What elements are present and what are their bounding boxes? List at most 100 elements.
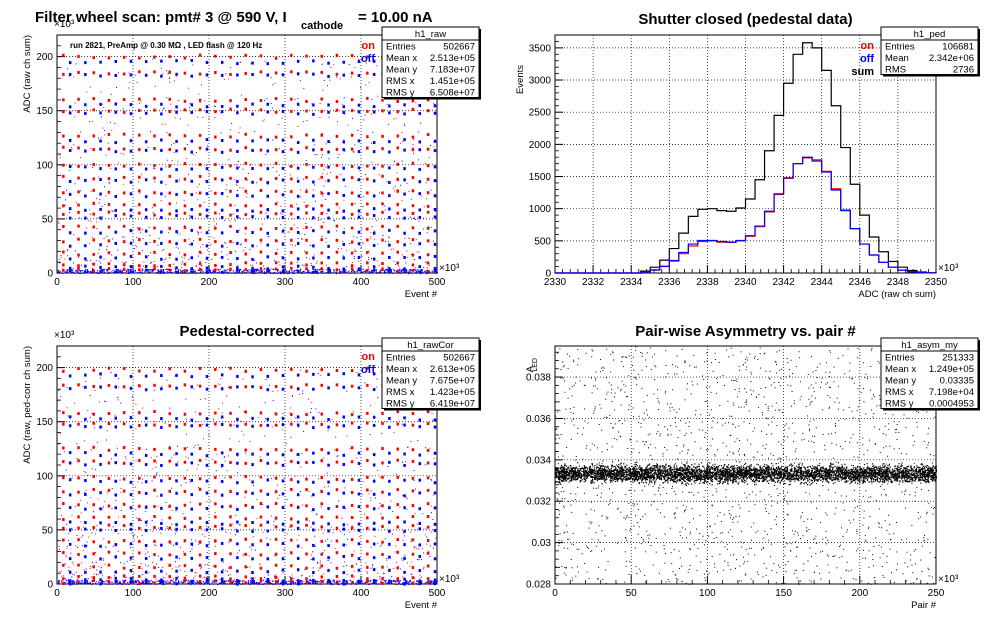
rawCor-series-mark bbox=[107, 488, 111, 492]
raw-point bbox=[368, 256, 370, 258]
rawCor-series-mark bbox=[84, 385, 87, 389]
rawCor-series-mark bbox=[305, 504, 308, 508]
raw-point bbox=[326, 264, 328, 266]
raw-point bbox=[280, 212, 282, 214]
rawCor-point bbox=[85, 490, 87, 492]
rawCor-point bbox=[292, 580, 294, 582]
rawCor-point bbox=[71, 527, 73, 529]
rawCor-point bbox=[432, 494, 434, 496]
rawCor-point bbox=[197, 487, 199, 489]
raw-xtick-label: 500 bbox=[429, 277, 446, 288]
rawCor-point bbox=[203, 583, 205, 585]
rawCor-point bbox=[119, 562, 121, 564]
rawCor-point bbox=[242, 555, 244, 557]
rawCor-point bbox=[401, 423, 403, 425]
raw-point bbox=[61, 272, 63, 274]
raw-series-mark bbox=[433, 149, 437, 153]
raw-point bbox=[249, 271, 251, 273]
raw-series-mark bbox=[259, 135, 263, 139]
raw-series-mark bbox=[62, 53, 65, 57]
raw-series-mark bbox=[418, 112, 422, 116]
raw-series-mark bbox=[220, 231, 224, 235]
rawCor-point bbox=[233, 583, 235, 585]
raw-series-mark bbox=[372, 72, 376, 76]
asym-point bbox=[726, 349, 728, 351]
rawCor-series-mark bbox=[396, 515, 399, 519]
raw-series-mark bbox=[229, 224, 232, 228]
raw-point bbox=[89, 243, 91, 245]
raw-series-mark bbox=[153, 97, 156, 101]
rawCor-series-mark bbox=[175, 506, 178, 510]
raw-point bbox=[344, 272, 346, 274]
rawCor-point bbox=[87, 502, 89, 504]
raw-series-mark bbox=[205, 138, 209, 142]
rawCor-series-mark bbox=[342, 543, 346, 547]
raw-series-mark bbox=[198, 191, 202, 195]
rawCor-series-mark bbox=[403, 452, 406, 456]
raw-point bbox=[425, 270, 428, 272]
raw-series-mark bbox=[205, 192, 209, 196]
raw-series-mark bbox=[342, 216, 346, 220]
rawCor-point bbox=[268, 384, 270, 386]
raw-series-mark bbox=[122, 175, 126, 179]
raw-point bbox=[268, 270, 270, 272]
raw-series-mark bbox=[296, 215, 300, 219]
asym-point bbox=[779, 409, 781, 411]
raw-series-mark bbox=[236, 241, 239, 245]
raw-series-mark bbox=[312, 148, 315, 152]
rawCor-point bbox=[133, 581, 135, 583]
rawCor-series-mark bbox=[190, 568, 194, 572]
rawCor-point bbox=[170, 579, 173, 581]
rawCor-point bbox=[208, 542, 210, 544]
rawCor-series-mark bbox=[274, 384, 278, 388]
raw-point bbox=[206, 249, 208, 251]
rawCor-point bbox=[410, 539, 412, 541]
rawCor-series-mark bbox=[84, 417, 87, 421]
raw-point bbox=[116, 269, 118, 271]
raw-series-mark bbox=[266, 149, 270, 153]
raw-point bbox=[197, 269, 199, 271]
raw-series-mark bbox=[160, 192, 163, 196]
raw-series-mark bbox=[214, 211, 217, 215]
raw-point bbox=[365, 84, 367, 86]
raw-series-mark bbox=[205, 270, 209, 274]
raw-series-mark bbox=[403, 231, 406, 235]
raw-series-mark bbox=[214, 191, 217, 195]
raw-point bbox=[60, 255, 62, 257]
rawCor-point bbox=[409, 565, 411, 567]
raw-series-mark bbox=[214, 226, 217, 230]
raw-series-mark bbox=[411, 99, 415, 103]
rawCor-point bbox=[300, 579, 302, 582]
raw-point bbox=[270, 272, 272, 275]
rawCor-series-mark bbox=[335, 477, 339, 481]
rawCor-point bbox=[73, 574, 75, 576]
rawCor-point bbox=[141, 573, 143, 575]
raw-series-mark bbox=[205, 244, 209, 248]
raw-series-mark bbox=[274, 267, 278, 271]
rawCor-series-mark bbox=[236, 385, 239, 389]
rawCor-point bbox=[234, 580, 236, 583]
rawCor-series-mark bbox=[381, 504, 384, 508]
rawCor-series-mark bbox=[259, 459, 263, 463]
rawCor-point bbox=[330, 562, 332, 564]
rawCor-point bbox=[124, 580, 127, 582]
rawCor-point bbox=[91, 580, 93, 582]
raw-series-mark bbox=[335, 190, 339, 194]
raw-point bbox=[227, 268, 229, 271]
rawCor-point bbox=[421, 547, 423, 549]
rawCor-point bbox=[250, 583, 252, 585]
rawCor-point bbox=[371, 583, 373, 585]
raw-series-mark bbox=[372, 268, 376, 272]
rawCor-series-mark bbox=[99, 479, 102, 483]
rawCor-point bbox=[344, 507, 346, 509]
rawCor-point bbox=[308, 579, 311, 581]
rawCor-series-mark bbox=[229, 448, 232, 452]
rawCor-point bbox=[116, 447, 118, 449]
rawCor-series-mark bbox=[220, 493, 224, 497]
raw-point bbox=[421, 272, 423, 274]
rawCor-point bbox=[146, 448, 148, 450]
rawCor-series-mark bbox=[327, 544, 330, 548]
raw-point bbox=[423, 266, 425, 268]
rawCor-series-mark bbox=[214, 574, 217, 578]
rawCor-point bbox=[346, 538, 348, 540]
